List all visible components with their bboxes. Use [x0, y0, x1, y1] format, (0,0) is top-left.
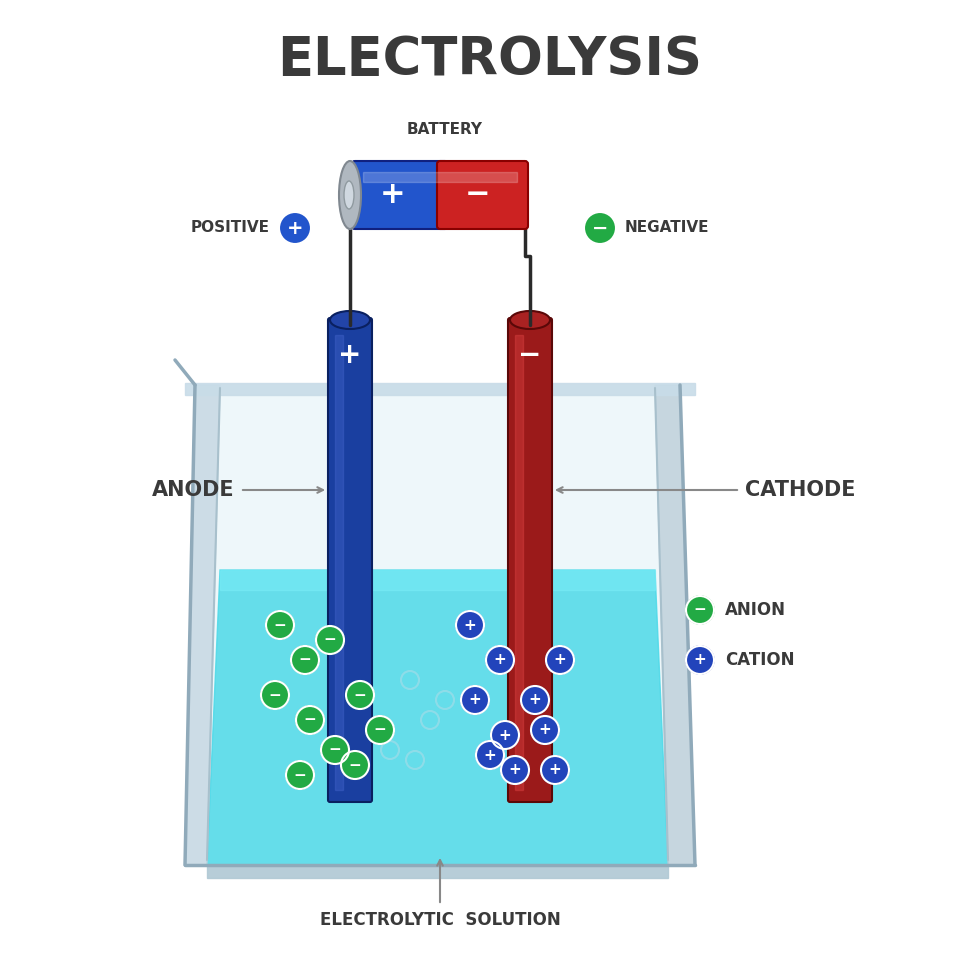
Circle shape	[461, 686, 489, 714]
Text: +: +	[380, 180, 406, 210]
Circle shape	[261, 681, 289, 709]
Text: +: +	[338, 341, 362, 369]
Polygon shape	[363, 172, 517, 182]
Text: +: +	[539, 722, 552, 738]
Polygon shape	[185, 385, 220, 865]
Polygon shape	[207, 865, 668, 878]
Circle shape	[266, 611, 294, 639]
Ellipse shape	[339, 161, 361, 229]
Text: −: −	[694, 603, 707, 617]
Text: ANION: ANION	[725, 601, 786, 619]
Circle shape	[686, 646, 714, 674]
Text: −: −	[304, 712, 317, 727]
Circle shape	[546, 646, 574, 674]
Text: CATION: CATION	[725, 651, 795, 669]
Circle shape	[476, 741, 504, 769]
Text: +: +	[499, 727, 512, 743]
Circle shape	[531, 716, 559, 744]
Text: +: +	[554, 653, 566, 667]
Text: CATHODE: CATHODE	[745, 480, 856, 500]
Text: +: +	[509, 762, 521, 777]
Text: −: −	[373, 722, 386, 738]
Text: −: −	[354, 688, 367, 703]
Text: +: +	[494, 653, 507, 667]
Text: POSITIVE: POSITIVE	[191, 220, 270, 235]
Polygon shape	[335, 335, 343, 790]
Text: +: +	[287, 219, 303, 237]
Ellipse shape	[510, 311, 550, 329]
Circle shape	[291, 646, 319, 674]
Text: −: −	[518, 341, 542, 369]
Text: ELECTROLYSIS: ELECTROLYSIS	[277, 34, 703, 86]
Ellipse shape	[344, 181, 354, 209]
Circle shape	[584, 212, 616, 244]
Circle shape	[686, 596, 714, 624]
FancyBboxPatch shape	[328, 318, 372, 802]
Circle shape	[501, 756, 529, 784]
Text: BATTERY: BATTERY	[407, 122, 483, 137]
Text: −: −	[294, 767, 307, 782]
Text: −: −	[328, 743, 341, 758]
Text: −: −	[465, 180, 490, 210]
Circle shape	[321, 736, 349, 764]
Text: +: +	[528, 693, 541, 708]
Text: +: +	[468, 693, 481, 708]
Circle shape	[286, 761, 314, 789]
Polygon shape	[515, 335, 523, 790]
Text: −: −	[323, 632, 336, 648]
Text: +: +	[464, 617, 476, 632]
Text: NEGATIVE: NEGATIVE	[625, 220, 710, 235]
Circle shape	[296, 706, 324, 734]
Ellipse shape	[330, 311, 370, 329]
FancyBboxPatch shape	[437, 161, 528, 229]
FancyBboxPatch shape	[508, 318, 552, 802]
Circle shape	[491, 721, 519, 749]
Text: −: −	[269, 688, 281, 703]
Circle shape	[366, 716, 394, 744]
FancyBboxPatch shape	[352, 161, 448, 229]
Text: −: −	[273, 617, 286, 632]
Text: +: +	[549, 762, 562, 777]
Polygon shape	[510, 575, 550, 800]
Text: ANODE: ANODE	[152, 480, 235, 500]
Circle shape	[486, 646, 514, 674]
Text: −: −	[299, 653, 312, 667]
Circle shape	[456, 611, 484, 639]
Circle shape	[541, 756, 569, 784]
Circle shape	[279, 212, 311, 244]
Polygon shape	[185, 383, 695, 395]
Polygon shape	[220, 570, 655, 590]
Polygon shape	[207, 385, 668, 865]
Circle shape	[346, 681, 374, 709]
Circle shape	[341, 751, 369, 779]
Text: ELECTROLYTIC  SOLUTION: ELECTROLYTIC SOLUTION	[319, 911, 561, 929]
Text: +: +	[483, 748, 497, 762]
Circle shape	[521, 686, 549, 714]
Text: −: −	[592, 219, 609, 237]
Polygon shape	[655, 385, 695, 865]
Circle shape	[316, 626, 344, 654]
Polygon shape	[207, 570, 668, 865]
Text: −: −	[349, 758, 362, 772]
Text: +: +	[694, 653, 707, 667]
